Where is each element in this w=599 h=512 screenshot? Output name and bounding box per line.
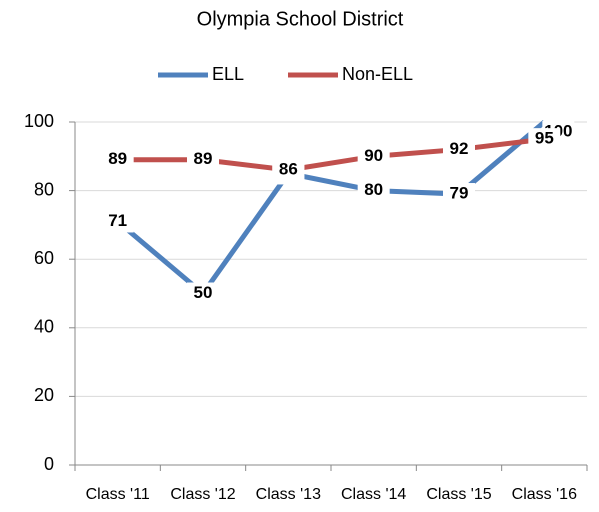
x-tick-label: Class '16 [512,486,577,503]
data-label: 95 [535,129,554,148]
legend-label: Non-ELL [342,64,413,84]
data-label-bg [272,159,305,182]
data-label-bg [101,210,134,233]
legend-label: ELL [212,64,244,84]
data-label: 71 [108,211,127,230]
data-label: 79 [450,184,469,203]
x-tick-label: Class '14 [341,486,406,503]
data-label: 86 [279,160,298,179]
data-label: 90 [364,146,383,165]
data-label: 50 [194,283,213,302]
data-label-bg [528,128,561,151]
chart-title: Olympia School District [197,8,404,30]
x-tick-label: Class '13 [256,486,321,503]
data-label: 80 [364,180,383,199]
series-line [116,120,546,298]
x-tick-label: Class '12 [170,486,235,503]
x-tick-label: Class '15 [426,486,491,503]
x-tick-label: Class '11 [86,486,150,503]
data-label: 89 [194,149,213,168]
y-tick-label: 80 [34,179,54,199]
data-label-bg [443,138,475,161]
data-label: 89 [108,149,127,168]
series-line [117,136,545,173]
data-label-bg [357,145,390,168]
data-label-bg [187,148,219,171]
data-label-bg [187,282,219,305]
y-tick-label: 40 [34,317,54,337]
y-tick-label: 20 [34,385,54,405]
y-tick-label: 60 [34,248,54,268]
y-tick-label: 100 [24,111,54,131]
data-label-bg [443,183,475,206]
data-label-bg [101,148,134,171]
data-label: 92 [450,139,469,158]
data-label-bg [357,179,390,202]
y-tick-label: 0 [44,454,54,474]
